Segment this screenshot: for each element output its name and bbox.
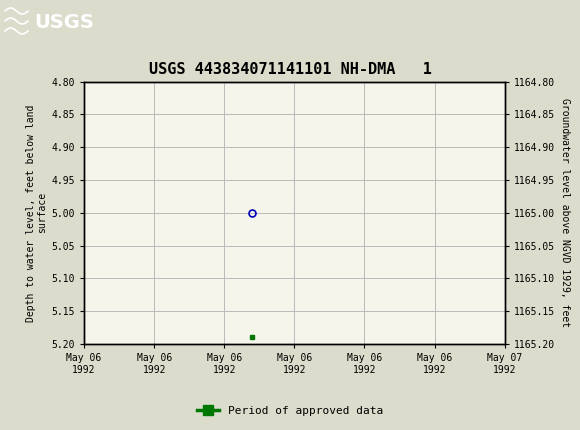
Legend: Period of approved data: Period of approved data — [193, 401, 387, 420]
Text: USGS: USGS — [34, 12, 94, 31]
Y-axis label: Depth to water level, feet below land
surface: Depth to water level, feet below land su… — [26, 104, 48, 322]
Text: USGS 443834071141101 NH-DMA   1: USGS 443834071141101 NH-DMA 1 — [148, 62, 432, 77]
Y-axis label: Groundwater level above NGVD 1929, feet: Groundwater level above NGVD 1929, feet — [560, 98, 570, 327]
